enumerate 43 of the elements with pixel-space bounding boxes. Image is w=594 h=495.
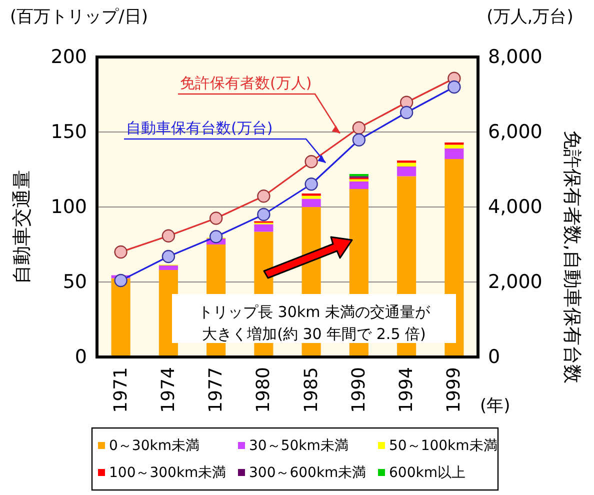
legend-label: 0～30km未満 bbox=[109, 438, 200, 454]
x-tick-label: 1990 bbox=[348, 367, 370, 413]
text: 免許保有者数(万人) bbox=[180, 74, 312, 92]
legend-label: 30～50km未満 bbox=[249, 438, 348, 454]
bar bbox=[302, 196, 321, 199]
bar bbox=[254, 224, 274, 232]
x-tick-label: 1974 bbox=[158, 367, 179, 413]
x-tick-label: 1994 bbox=[396, 367, 418, 413]
x-tick-label: 1985 bbox=[300, 367, 322, 413]
bar bbox=[111, 278, 130, 357]
legend-label: 50～100km未満 bbox=[389, 438, 498, 454]
annotation: トリップ長 30km 未満の交通量が bbox=[198, 303, 431, 321]
text: 自動車保有台数(万台) bbox=[126, 119, 273, 137]
text: (百万トリップ/日) bbox=[10, 7, 148, 27]
text: (年) bbox=[480, 396, 510, 416]
bar bbox=[397, 166, 416, 176]
y-tick-label: 150 bbox=[50, 121, 87, 143]
bar bbox=[158, 266, 178, 270]
y2-tick-label: 0 bbox=[488, 346, 500, 368]
y2-tick-label: 4,000 bbox=[488, 196, 542, 218]
y2-tick-label: 8,000 bbox=[488, 46, 542, 68]
y-tick-label: 100 bbox=[50, 196, 87, 218]
y2-axis-title: 免許保有者数,自動車保有台数 bbox=[561, 130, 583, 384]
bar bbox=[302, 198, 321, 207]
x-tick-label: 1980 bbox=[253, 367, 274, 413]
y-tick-label: 0 bbox=[74, 346, 87, 368]
legend-label: 100～300km未満 bbox=[109, 465, 226, 481]
text: (万人,万台) bbox=[486, 7, 574, 27]
y-tick-label: 50 bbox=[62, 271, 87, 293]
bar bbox=[444, 144, 464, 148]
y-axis-title: 自動車交通量 bbox=[11, 170, 33, 284]
x-tick-label: 1977 bbox=[206, 367, 227, 413]
bar bbox=[349, 182, 368, 189]
bar bbox=[397, 162, 416, 166]
x-tick-label: 1971 bbox=[110, 367, 132, 413]
bar bbox=[444, 148, 464, 159]
annotation: 大きく増加(約 30 年間で 2.5 倍) bbox=[202, 325, 426, 343]
x-tick-label: 1999 bbox=[444, 367, 465, 413]
y2-tick-label: 2,000 bbox=[488, 271, 542, 293]
y-tick-label: 200 bbox=[50, 46, 87, 68]
legend-label: 300～600km未満 bbox=[249, 465, 366, 481]
legend-label: 600km以上 bbox=[389, 465, 466, 481]
y2-tick-label: 6,000 bbox=[488, 121, 542, 143]
